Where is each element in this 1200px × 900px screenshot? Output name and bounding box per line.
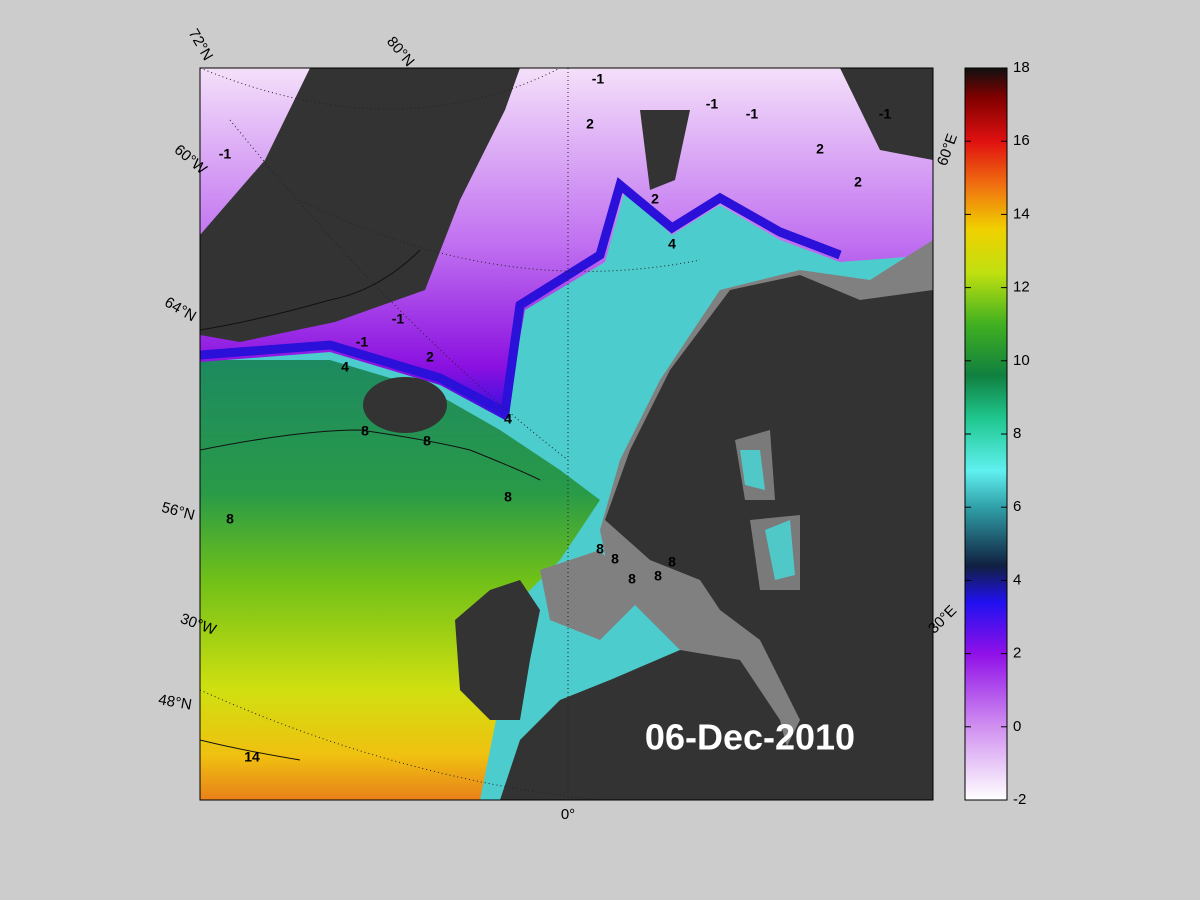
colorbar-tick-label: 18 xyxy=(1013,59,1030,76)
contour-label: -1 xyxy=(746,106,759,122)
contour-label: 8 xyxy=(668,554,676,570)
contour-label: 8 xyxy=(596,541,604,557)
land xyxy=(455,580,540,720)
contour-label: 2 xyxy=(854,174,862,190)
contour-label: -1 xyxy=(592,71,605,87)
colorbar-tick-label: 12 xyxy=(1013,279,1030,296)
graticule-label: 80°N xyxy=(383,33,418,70)
map-frame xyxy=(199,67,934,801)
contour-label: 4 xyxy=(341,359,349,375)
colorbar-tick-label: 6 xyxy=(1013,498,1021,515)
land xyxy=(640,110,690,190)
map xyxy=(200,68,933,800)
contour-label: -1 xyxy=(706,96,719,112)
contour-label: 8 xyxy=(226,511,234,527)
contour-label: 14 xyxy=(244,749,260,765)
colorbar-tick-label: 0 xyxy=(1013,718,1021,735)
colorbar-tick-label: 14 xyxy=(1013,205,1030,222)
graticule-label: 72°N xyxy=(185,26,216,64)
contour-label: 8 xyxy=(361,423,369,439)
date-label: 06-Dec-2010 xyxy=(645,717,855,758)
land xyxy=(200,68,520,342)
graticule-label: 56°N xyxy=(160,499,197,524)
land xyxy=(500,650,800,800)
contour-label: 8 xyxy=(504,489,512,505)
graticule-label: 60°E xyxy=(934,132,961,169)
contour-label: -1 xyxy=(356,334,369,350)
contour-label: 8 xyxy=(654,568,662,584)
colorbar-tick-label: 8 xyxy=(1013,425,1021,442)
contour-label: 8 xyxy=(423,433,431,449)
colorbar-tick-label: 2 xyxy=(1013,645,1021,662)
contour-label: 2 xyxy=(426,349,434,365)
land xyxy=(363,377,447,433)
front xyxy=(200,177,842,419)
baltic-sea xyxy=(740,450,795,580)
contour-label: -1 xyxy=(392,311,405,327)
colorbar-tick-label: 4 xyxy=(1013,571,1021,588)
contour-label: -1 xyxy=(879,106,892,122)
contour-label: 2 xyxy=(651,191,659,207)
contour-label: 4 xyxy=(668,236,676,252)
contour-label: -1 xyxy=(219,146,232,162)
colorbar-tick-label: 16 xyxy=(1013,132,1030,149)
shelf xyxy=(540,550,640,640)
land xyxy=(840,68,933,160)
contour-label: 8 xyxy=(611,551,619,567)
contour-label: 2 xyxy=(586,116,594,132)
contour-line xyxy=(200,249,541,761)
graticule-label: 0° xyxy=(561,806,575,823)
contour-label: 2 xyxy=(816,141,824,157)
colorbar-tick-label: 10 xyxy=(1013,352,1030,369)
graticule-label: 48°N xyxy=(157,691,193,714)
contour-label: 4 xyxy=(504,411,512,427)
colorbar xyxy=(964,67,1008,801)
contour-label: 8 xyxy=(628,571,636,587)
colorbar-tick-label: -2 xyxy=(1013,791,1026,808)
graticule-label: 64°N xyxy=(162,294,200,325)
